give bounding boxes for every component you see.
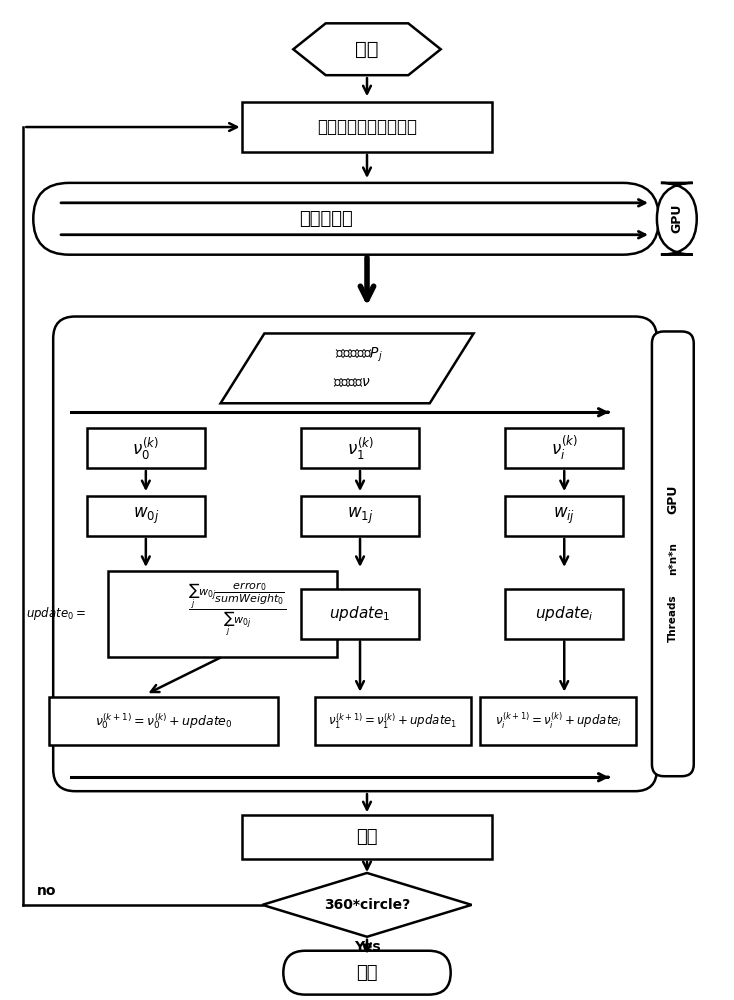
Text: $\nu_1^{(k)}$: $\nu_1^{(k)}$	[346, 435, 374, 462]
Text: 旋转: 旋转	[356, 828, 378, 846]
FancyBboxPatch shape	[33, 183, 659, 255]
FancyBboxPatch shape	[506, 428, 623, 468]
Text: no: no	[37, 884, 57, 898]
FancyBboxPatch shape	[242, 102, 492, 152]
Polygon shape	[220, 333, 473, 403]
FancyBboxPatch shape	[301, 428, 419, 468]
Text: $\nu_i^{(k+1)} = \nu_i^{(k)} + update_i$: $\nu_i^{(k+1)} = \nu_i^{(k)} + update_i$	[495, 711, 622, 731]
FancyBboxPatch shape	[49, 697, 278, 745]
Text: 投影数据：$P_j$: 投影数据：$P_j$	[335, 345, 383, 364]
FancyBboxPatch shape	[283, 951, 451, 995]
Polygon shape	[262, 873, 472, 937]
Polygon shape	[294, 23, 440, 75]
Text: GPU: GPU	[666, 484, 680, 514]
FancyBboxPatch shape	[480, 697, 636, 745]
Text: 结束: 结束	[356, 964, 378, 982]
Text: 从文件中读取投影数据: 从文件中读取投影数据	[317, 118, 417, 136]
Text: 360*circle?: 360*circle?	[324, 898, 410, 912]
Text: n*n*n: n*n*n	[668, 542, 677, 575]
Text: $w_{ij}$: $w_{ij}$	[553, 506, 575, 526]
Text: $\nu_1^{(k+1)} = \nu_1^{(k)} + update_1$: $\nu_1^{(k+1)} = \nu_1^{(k)} + update_1$	[328, 712, 457, 731]
FancyBboxPatch shape	[87, 428, 205, 468]
FancyBboxPatch shape	[87, 496, 205, 536]
Text: $\dfrac{\sum_j w_{0j}\dfrac{error_0}{sumWeight_0}}{\sum_j w_{0j}}$: $\dfrac{\sum_j w_{0j}\dfrac{error_0}{sum…	[189, 580, 287, 639]
FancyBboxPatch shape	[506, 496, 623, 536]
Text: $\nu_0^{(k+1)} = \nu_0^{(k)} + update_0$: $\nu_0^{(k+1)} = \nu_0^{(k)} + update_0$	[95, 712, 233, 731]
Text: Threads: Threads	[668, 595, 677, 642]
FancyBboxPatch shape	[652, 331, 694, 776]
FancyBboxPatch shape	[242, 815, 492, 859]
Text: $w_{1j}$: $w_{1j}$	[347, 506, 373, 526]
Text: $w_{0j}$: $w_{0j}$	[133, 506, 159, 526]
FancyBboxPatch shape	[506, 589, 623, 639]
Text: $update_0 =$: $update_0 =$	[26, 605, 86, 622]
FancyBboxPatch shape	[657, 183, 697, 255]
Text: 体数据：$\nu$: 体数据：$\nu$	[333, 375, 371, 389]
Text: 开始: 开始	[355, 40, 379, 59]
FancyBboxPatch shape	[315, 697, 471, 745]
Text: GPU: GPU	[670, 204, 683, 233]
FancyBboxPatch shape	[108, 571, 337, 657]
Text: $\nu_i^{(k)}$: $\nu_i^{(k)}$	[550, 434, 578, 462]
FancyBboxPatch shape	[53, 317, 657, 791]
Text: $update_1$: $update_1$	[330, 604, 390, 623]
FancyBboxPatch shape	[301, 589, 419, 639]
Text: Yes: Yes	[354, 940, 380, 954]
Text: 正投，修正: 正投，修正	[299, 210, 353, 228]
Text: $update_i$: $update_i$	[535, 604, 594, 623]
Text: $\nu_0^{(k)}$: $\nu_0^{(k)}$	[132, 435, 159, 462]
FancyBboxPatch shape	[301, 496, 419, 536]
